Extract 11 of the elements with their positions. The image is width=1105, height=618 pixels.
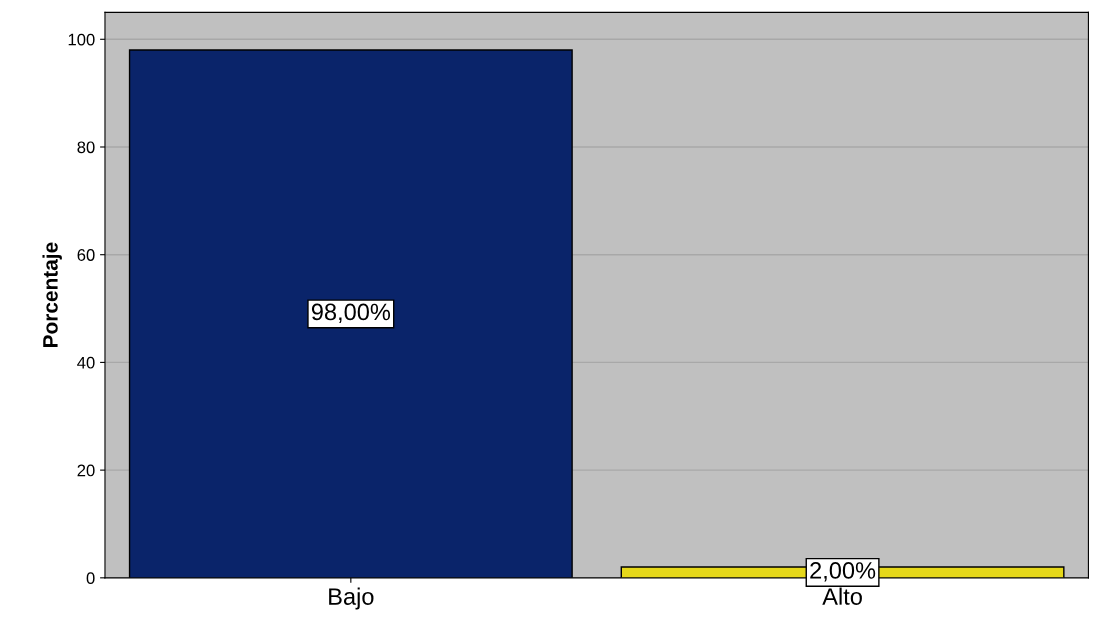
data-label: 2,00% [810, 562, 876, 582]
y-tick-label: 80 [77, 141, 95, 154]
y-tick-label: 60 [77, 249, 95, 261]
x-tick-label: Bajo [329, 587, 374, 610]
y-tick-label: 20 [77, 464, 95, 477]
y-tick-label: 40 [77, 356, 95, 369]
y-axis-title: Porcentaje [42, 242, 62, 347]
data-label: 98,00% [311, 303, 391, 324]
y-tick-label: 100 [68, 33, 95, 46]
y-tick-label: 0 [86, 572, 95, 585]
x-tick-label: Alto [822, 587, 862, 605]
